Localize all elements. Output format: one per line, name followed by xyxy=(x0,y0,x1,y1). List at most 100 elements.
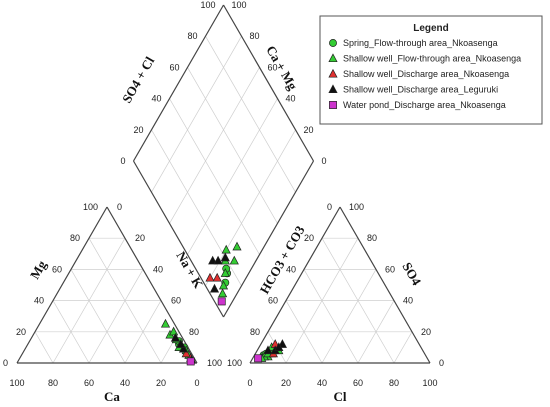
diamond-point xyxy=(221,244,231,254)
legend-marker xyxy=(328,84,338,94)
tick-ca-mg: 80 xyxy=(250,31,260,41)
cation-gridline xyxy=(88,238,162,364)
tick-ca-mg: 0 xyxy=(322,156,327,166)
legend-entry-label: Shallow well_Discharge area_Nkoasenga xyxy=(343,69,509,79)
axis-label-mg: Mg xyxy=(27,257,50,281)
diamond-edge xyxy=(222,4,315,162)
tick-hco3: 80 xyxy=(250,327,260,337)
diamond-edge xyxy=(132,160,225,318)
tick-na-k: 40 xyxy=(153,264,163,274)
anion-point xyxy=(263,345,273,355)
tick-cl: 40 xyxy=(317,378,327,388)
tick-so4-cl: 60 xyxy=(169,62,179,72)
axis-label-na-k: Na + K xyxy=(173,249,206,292)
diamond-point xyxy=(212,272,222,282)
tick-mg: 80 xyxy=(70,233,80,243)
legend-entry-label: Shallow well_Flow-through area_Nkoasenga xyxy=(343,54,521,64)
tick-so4: 80 xyxy=(367,233,377,243)
diamond-point xyxy=(220,252,230,262)
axis-label-cl: Cl xyxy=(334,389,347,404)
tick-hco3: 100 xyxy=(227,358,242,368)
cation-gridline xyxy=(70,269,126,364)
diamond-point xyxy=(218,288,228,298)
anion-gridline xyxy=(303,269,359,364)
tick-cl: 100 xyxy=(422,378,437,388)
tick-cl: 0 xyxy=(247,378,252,388)
cation-gridline xyxy=(88,269,144,364)
diamond-gridline xyxy=(151,36,242,193)
tick-cl: 60 xyxy=(353,378,363,388)
tick-hco3: 0 xyxy=(327,202,332,212)
tick-hco3: 60 xyxy=(268,296,278,306)
tick-mg: 0 xyxy=(3,358,8,368)
diamond-edge xyxy=(222,160,315,318)
diamond-point xyxy=(218,280,229,290)
axis-label-hco3-co3: HCO3 + CO3 xyxy=(257,223,308,297)
cation-point xyxy=(170,332,180,342)
legend-marker xyxy=(329,39,337,47)
tick-na-k: 80 xyxy=(189,327,199,337)
cation-point xyxy=(186,357,195,366)
cation-gridline xyxy=(52,300,90,364)
cation-point xyxy=(178,343,189,353)
diamond-gridline xyxy=(187,98,278,255)
diamond-point xyxy=(217,297,226,306)
legend-title: Legend xyxy=(413,23,449,34)
legend-entry-label: Water pond_Discharge area_Nkoasenga xyxy=(343,100,506,110)
tick-mg: 20 xyxy=(16,327,26,337)
grid-layer xyxy=(34,36,413,364)
anion-point xyxy=(274,342,284,351)
cation-point xyxy=(160,318,171,328)
tick-so4: 40 xyxy=(403,296,413,306)
data-points xyxy=(160,241,287,366)
legend-entries: Spring_Flow-through area_Nkoasenga Shallo… xyxy=(328,38,521,110)
anion-gridline xyxy=(321,238,395,364)
tick-ca: 20 xyxy=(156,378,166,388)
cation-gridline xyxy=(34,331,54,364)
legend-marker xyxy=(328,53,338,63)
axis-label-ca: Ca xyxy=(104,389,120,404)
cation-point xyxy=(176,339,186,348)
tick-so4-cl: 40 xyxy=(151,94,161,104)
tick-so4: 0 xyxy=(439,358,444,368)
diamond-gridline xyxy=(205,36,296,193)
legend-marker xyxy=(328,68,338,78)
tick-ca: 60 xyxy=(84,378,94,388)
tick-cl: 80 xyxy=(389,378,399,388)
diamond-gridline xyxy=(169,67,260,224)
tick-so4-cl: 80 xyxy=(187,31,197,41)
anion-gridline xyxy=(393,331,413,364)
tick-ca-mg: 100 xyxy=(232,0,247,10)
tick-so4-cl: 100 xyxy=(200,0,215,10)
tick-ca: 0 xyxy=(194,378,199,388)
diamond-gridline xyxy=(187,67,278,224)
diamond-point xyxy=(208,255,218,265)
anion-gridline xyxy=(285,300,323,364)
tick-ca: 80 xyxy=(48,378,58,388)
tick-na-k: 60 xyxy=(171,296,181,306)
anion-gridline xyxy=(321,269,377,364)
tick-so4-cl: 0 xyxy=(120,156,125,166)
legend-entry-label: Shallow well_Discharge area_Leguruki xyxy=(343,85,498,95)
tick-hco3: 20 xyxy=(304,233,314,243)
axis-label-so4: SO4 xyxy=(399,260,424,289)
tick-so4: 100 xyxy=(349,202,364,212)
diamond-point xyxy=(232,241,242,251)
tick-na-k: 20 xyxy=(135,233,145,243)
legend: Legend Spring_Flow-through area_Nkoaseng… xyxy=(319,15,543,125)
tick-ca-mg: 20 xyxy=(304,125,314,135)
tick-so4: 20 xyxy=(421,327,431,337)
diamond-point xyxy=(213,255,223,265)
tick-so4: 60 xyxy=(385,264,395,274)
diamond-gridline xyxy=(205,129,296,286)
tick-hco3: 40 xyxy=(286,264,296,274)
legend-box xyxy=(319,15,543,125)
frame-layer xyxy=(16,4,431,364)
diamond-point xyxy=(229,255,239,265)
cation-point xyxy=(169,326,179,336)
tick-cl: 20 xyxy=(281,378,291,388)
tick-ca-mg: 40 xyxy=(286,94,296,104)
diamond-point xyxy=(220,268,230,277)
tick-ca-mg: 60 xyxy=(268,62,278,72)
